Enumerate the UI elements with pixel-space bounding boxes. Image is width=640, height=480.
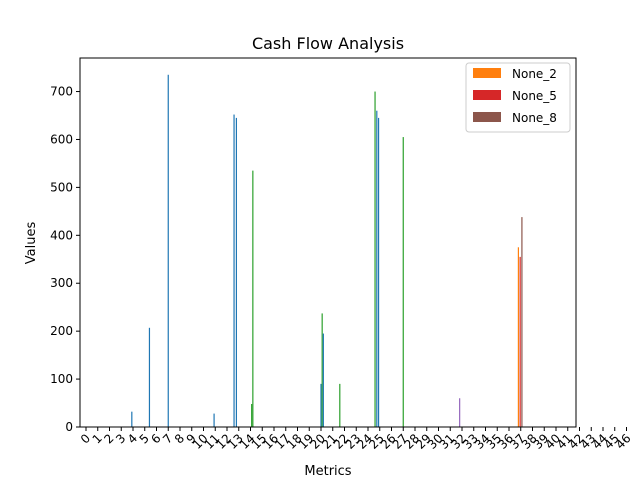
legend-swatch — [473, 68, 501, 78]
y-tick-label: 700 — [50, 85, 73, 99]
y-tick-label: 600 — [50, 132, 73, 146]
legend-label: None_2 — [512, 67, 557, 81]
bar — [374, 91, 376, 428]
legend: None_2 None_5 None_8 — [465, 62, 571, 133]
bar — [233, 114, 235, 428]
y-tick-label: 0 — [65, 420, 73, 434]
bar — [519, 256, 521, 427]
bar — [377, 117, 380, 428]
bar — [339, 383, 341, 427]
bar — [148, 327, 151, 427]
bar — [235, 117, 237, 428]
chart-title: Cash Flow Analysis — [252, 34, 404, 53]
bar — [376, 110, 378, 428]
y-tick-label: 100 — [50, 372, 73, 386]
legend-label: None_8 — [512, 111, 557, 125]
bar — [167, 74, 169, 428]
bar — [251, 404, 253, 427]
y-tick-label: 200 — [50, 324, 73, 338]
x-axis-label: Metrics — [304, 464, 351, 479]
y-tick-label: 500 — [50, 180, 73, 194]
bar — [322, 333, 324, 427]
bars-group — [131, 74, 523, 428]
bar — [213, 413, 215, 427]
x-axis-ticks: 0123456789101112131415161718192021222324… — [78, 427, 634, 452]
bar — [321, 313, 323, 427]
bar — [131, 411, 133, 427]
legend-swatch — [473, 112, 501, 122]
bar — [521, 217, 523, 427]
bar — [517, 247, 519, 427]
y-axis-label: Values — [24, 222, 39, 265]
bar — [459, 398, 461, 427]
y-tick-label: 300 — [50, 276, 73, 290]
plot-frame — [79, 57, 577, 428]
legend-swatch — [473, 90, 501, 100]
y-axis-ticks: 0 100 200 300 400 500 600 700 — [50, 85, 80, 434]
bar — [320, 383, 322, 427]
y-tick-label: 400 — [50, 228, 73, 242]
bar — [402, 137, 404, 427]
legend-label: None_5 — [512, 89, 557, 103]
bar — [252, 170, 254, 427]
